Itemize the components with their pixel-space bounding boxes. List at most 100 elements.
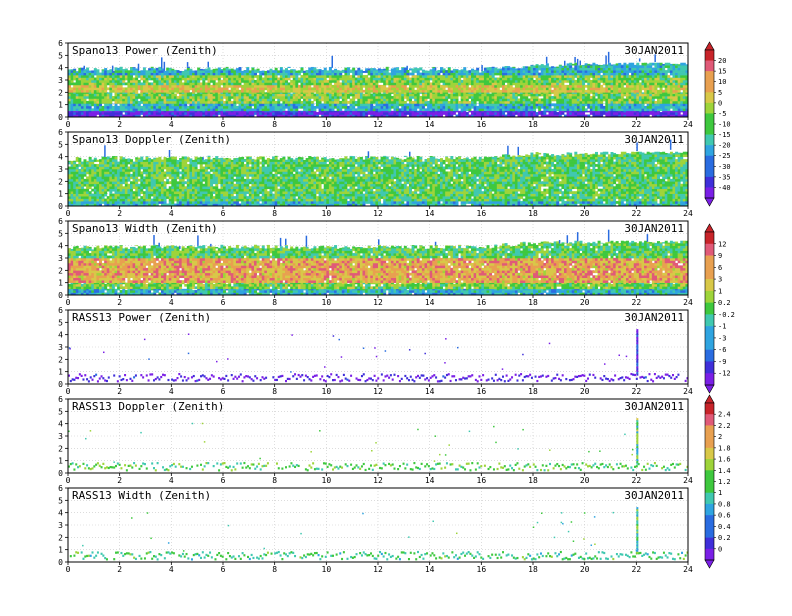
data-cell <box>135 90 138 93</box>
data-cell <box>569 94 572 97</box>
data-cell <box>151 106 154 109</box>
data-cell <box>463 70 466 73</box>
data-cell <box>518 82 521 85</box>
data-cell <box>660 103 663 106</box>
data-cell <box>574 96 577 99</box>
data-cell <box>466 96 469 99</box>
data-cell <box>200 82 203 85</box>
data-cell <box>96 101 99 104</box>
data-cell <box>117 73 120 76</box>
data-cell <box>458 87 461 90</box>
data-cell <box>502 67 505 68</box>
data-cell <box>78 73 81 76</box>
data-cell <box>210 106 213 109</box>
data-cell <box>378 70 381 73</box>
data-cell <box>608 80 611 83</box>
data-cell <box>422 75 425 78</box>
data-cell <box>337 85 340 88</box>
data-cell <box>634 78 637 81</box>
data-cell <box>135 73 138 76</box>
data-cell <box>399 99 402 102</box>
data-cell <box>603 87 606 90</box>
data-cell <box>355 87 358 90</box>
data-cell <box>267 99 270 102</box>
data-cell <box>73 94 76 97</box>
data-cell <box>598 73 601 76</box>
data-cell <box>430 69 433 70</box>
data-cell <box>647 108 650 111</box>
data-cell <box>435 75 438 78</box>
data-cell <box>654 63 657 66</box>
data-cell <box>337 75 340 78</box>
data-cell <box>595 78 598 81</box>
data-cell <box>559 80 562 83</box>
data-cell <box>91 82 94 85</box>
data-cell <box>104 106 107 109</box>
data-cell <box>104 112 107 115</box>
data-cell <box>386 99 389 102</box>
data-cell <box>295 112 298 115</box>
data-cell <box>189 78 192 81</box>
data-cell <box>458 85 461 88</box>
data-cell <box>264 94 267 97</box>
data-cell <box>86 85 89 88</box>
data-cell <box>484 80 487 83</box>
data-cell <box>618 96 621 99</box>
data-cell <box>631 70 634 73</box>
data-cell <box>471 80 474 83</box>
data-cell <box>652 90 655 93</box>
data-cell <box>94 90 97 93</box>
data-cell <box>275 75 278 78</box>
data-cell <box>280 70 283 73</box>
data-cell <box>363 90 366 93</box>
data-cell <box>293 69 296 70</box>
data-cell <box>264 108 267 111</box>
data-cell <box>425 112 428 115</box>
data-cell <box>313 112 316 115</box>
data-cell <box>440 94 443 97</box>
data-cell <box>192 82 195 85</box>
data-cell <box>443 94 446 97</box>
data-cell <box>484 108 487 111</box>
data-cell <box>306 82 309 85</box>
data-cell <box>213 87 216 90</box>
data-cell <box>608 101 611 104</box>
data-cell <box>399 78 402 81</box>
data-cell <box>365 99 368 102</box>
data-cell <box>146 85 149 88</box>
data-cell <box>598 112 601 115</box>
data-cell <box>169 112 172 115</box>
data-cell <box>99 80 102 83</box>
data-cell <box>350 108 353 111</box>
data-cell <box>169 85 172 88</box>
data-cell <box>572 90 575 93</box>
data-cell <box>277 87 280 90</box>
data-cell <box>146 96 149 99</box>
data-cell <box>179 85 182 88</box>
data-cell <box>329 75 332 78</box>
data-cell <box>391 96 394 99</box>
data-cell <box>189 101 192 104</box>
data-cell <box>313 73 316 76</box>
data-cell <box>657 75 660 78</box>
data-cell <box>226 90 229 93</box>
data-cell <box>512 87 515 90</box>
data-cell <box>538 73 541 76</box>
data-cell <box>179 90 182 93</box>
data-cell <box>210 87 213 90</box>
data-cell <box>236 90 239 93</box>
data-cell <box>471 112 474 115</box>
data-cell <box>497 108 500 111</box>
data-cell <box>125 90 128 93</box>
data-cell <box>321 96 324 99</box>
data-cell <box>634 80 637 83</box>
data-cell <box>414 85 417 88</box>
data-cell <box>233 103 236 106</box>
data-cell <box>487 96 490 99</box>
data-cell <box>497 70 500 73</box>
data-cell <box>634 101 637 104</box>
data-cell <box>231 94 234 97</box>
data-cell <box>158 73 161 76</box>
data-cell <box>381 90 384 93</box>
data-cell <box>156 103 159 106</box>
